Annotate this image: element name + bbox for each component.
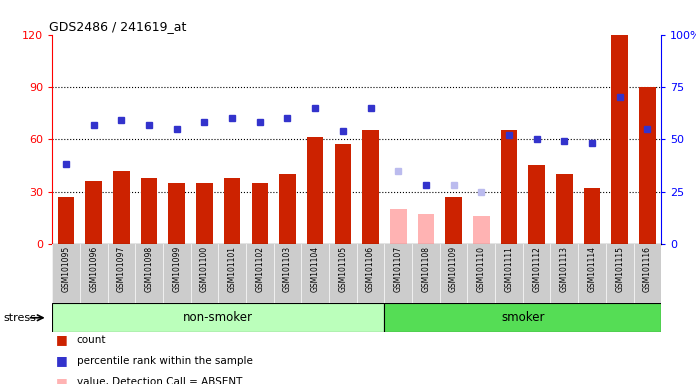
Bar bbox=[500, 131, 517, 244]
Bar bbox=[384, 303, 661, 332]
Text: GSM101114: GSM101114 bbox=[587, 246, 596, 291]
Bar bbox=[307, 137, 324, 244]
Bar bbox=[196, 183, 213, 244]
Text: GSM101107: GSM101107 bbox=[394, 246, 403, 292]
Text: GSM101100: GSM101100 bbox=[200, 246, 209, 292]
Text: stress: stress bbox=[3, 313, 36, 323]
Bar bbox=[390, 209, 406, 244]
Text: GSM101102: GSM101102 bbox=[255, 246, 264, 291]
Text: GSM101108: GSM101108 bbox=[421, 246, 430, 291]
Bar bbox=[584, 188, 600, 244]
Text: GSM101106: GSM101106 bbox=[366, 246, 375, 292]
Bar bbox=[141, 177, 157, 244]
Text: non-smoker: non-smoker bbox=[183, 311, 253, 324]
Text: GSM101111: GSM101111 bbox=[505, 246, 514, 291]
Bar bbox=[251, 183, 268, 244]
Bar bbox=[473, 216, 489, 244]
Text: GSM101112: GSM101112 bbox=[532, 246, 541, 291]
Text: GSM101099: GSM101099 bbox=[173, 246, 181, 292]
Text: GSM101097: GSM101097 bbox=[117, 246, 126, 292]
Bar bbox=[611, 35, 628, 244]
Bar bbox=[418, 214, 434, 244]
Bar bbox=[58, 197, 74, 244]
Text: GSM101104: GSM101104 bbox=[310, 246, 319, 292]
Text: GSM101098: GSM101098 bbox=[145, 246, 154, 292]
Text: GSM101105: GSM101105 bbox=[338, 246, 347, 292]
Text: GSM101113: GSM101113 bbox=[560, 246, 569, 291]
Text: GSM101095: GSM101095 bbox=[61, 246, 70, 292]
Bar bbox=[528, 166, 545, 244]
Text: GSM101110: GSM101110 bbox=[477, 246, 486, 291]
Text: GSM101116: GSM101116 bbox=[643, 246, 652, 291]
Text: GSM101096: GSM101096 bbox=[89, 246, 98, 292]
Text: GSM101115: GSM101115 bbox=[615, 246, 624, 291]
Bar bbox=[335, 144, 351, 244]
Bar bbox=[556, 174, 573, 244]
Text: smoker: smoker bbox=[501, 311, 544, 324]
Text: count: count bbox=[77, 335, 106, 345]
Bar bbox=[224, 177, 240, 244]
Text: GSM101103: GSM101103 bbox=[283, 246, 292, 292]
Text: ■: ■ bbox=[56, 376, 68, 384]
Bar bbox=[113, 170, 129, 244]
Text: percentile rank within the sample: percentile rank within the sample bbox=[77, 356, 253, 366]
Text: ■: ■ bbox=[56, 354, 68, 367]
Bar bbox=[52, 303, 384, 332]
Text: GSM101109: GSM101109 bbox=[449, 246, 458, 292]
Bar bbox=[168, 183, 185, 244]
Bar bbox=[639, 87, 656, 244]
Text: GSM101101: GSM101101 bbox=[228, 246, 237, 291]
Text: value, Detection Call = ABSENT: value, Detection Call = ABSENT bbox=[77, 377, 242, 384]
Bar bbox=[362, 131, 379, 244]
Bar bbox=[279, 174, 296, 244]
Bar bbox=[445, 197, 462, 244]
Text: ■: ■ bbox=[56, 333, 68, 346]
Text: GDS2486 / 241619_at: GDS2486 / 241619_at bbox=[49, 20, 187, 33]
Bar bbox=[86, 181, 102, 244]
